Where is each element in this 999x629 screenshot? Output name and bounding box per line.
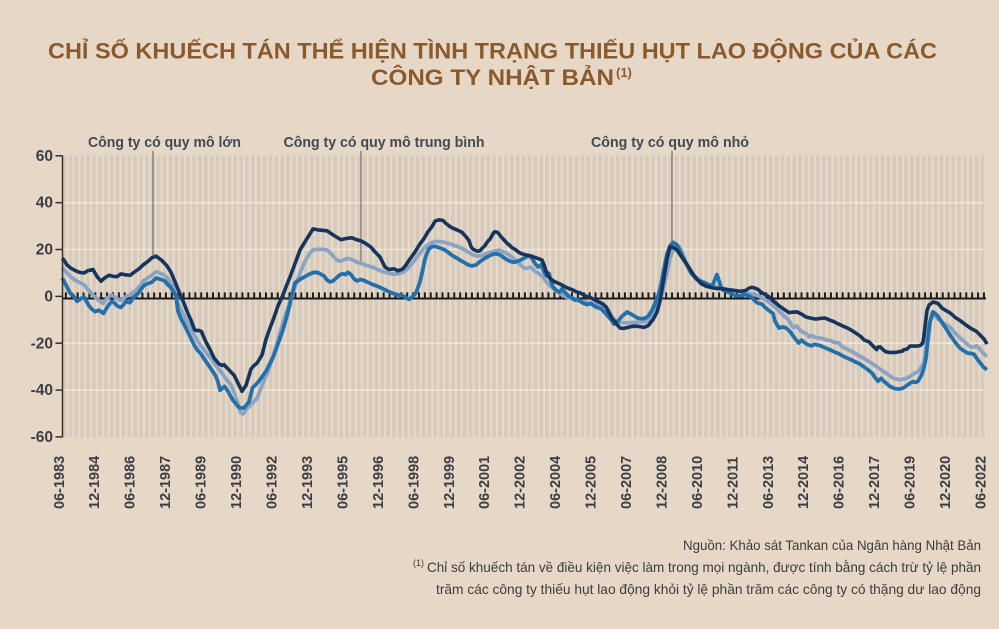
svg-text:40: 40 bbox=[36, 195, 53, 212]
svg-text:06-1989: 06-1989 bbox=[194, 456, 210, 509]
svg-text:12-2011: 12-2011 bbox=[725, 457, 741, 509]
svg-text:12-2020: 12-2020 bbox=[938, 456, 954, 509]
svg-text:06-2010: 06-2010 bbox=[690, 456, 706, 509]
svg-text:-20: -20 bbox=[31, 335, 53, 352]
svg-text:06-2007: 06-2007 bbox=[619, 456, 635, 509]
svg-text:06-2016: 06-2016 bbox=[832, 456, 848, 509]
svg-text:0: 0 bbox=[44, 288, 53, 305]
svg-text:Công ty có quy mô trung bình: Công ty có quy mô trung bình bbox=[284, 134, 485, 151]
svg-text:-60: -60 bbox=[31, 429, 53, 446]
svg-text:Công ty có quy mô nhỏ: Công ty có quy mô nhỏ bbox=[591, 134, 749, 151]
svg-text:60: 60 bbox=[36, 148, 53, 165]
svg-text:12-1999: 12-1999 bbox=[442, 456, 458, 509]
svg-text:12-1990: 12-1990 bbox=[229, 456, 245, 509]
svg-text:12-2002: 12-2002 bbox=[513, 456, 529, 509]
svg-text:-40: -40 bbox=[31, 382, 53, 399]
svg-text:Công ty có quy mô lớn: Công ty có quy mô lớn bbox=[88, 134, 241, 151]
svg-text:20: 20 bbox=[36, 242, 53, 259]
svg-text:12-2017: 12-2017 bbox=[867, 456, 883, 509]
svg-text:CHỈ SỐ KHUẾCH TÁN THỂ HIỆN TÌN: CHỈ SỐ KHUẾCH TÁN THỂ HIỆN TÌNH TRẠNG TH… bbox=[48, 38, 937, 64]
svg-text:(1): (1) bbox=[616, 65, 632, 80]
svg-text:12-2014: 12-2014 bbox=[796, 456, 812, 509]
svg-text:CÔNG TY NHẬT BẢN: CÔNG TY NHẬT BẢN bbox=[371, 65, 614, 90]
svg-text:06-1986: 06-1986 bbox=[123, 456, 139, 509]
svg-text:06-2022: 06-2022 bbox=[974, 456, 990, 509]
svg-text:06-2001: 06-2001 bbox=[477, 456, 493, 509]
svg-text:12-1996: 12-1996 bbox=[371, 456, 387, 509]
svg-text:06-2004: 06-2004 bbox=[548, 456, 564, 509]
svg-text:12-2005: 12-2005 bbox=[584, 456, 600, 509]
svg-text:Chỉ số khuếch tán về điều kiện: Chỉ số khuếch tán về điều kiện việc làm … bbox=[427, 559, 981, 575]
svg-text:(1): (1) bbox=[413, 558, 424, 568]
svg-text:12-1993: 12-1993 bbox=[300, 456, 316, 509]
svg-text:trăm các công ty thiếu hụt lao: trăm các công ty thiếu hụt lao động khỏi… bbox=[436, 582, 981, 597]
svg-text:06-1983: 06-1983 bbox=[52, 456, 68, 509]
svg-text:06-1992: 06-1992 bbox=[265, 456, 281, 509]
svg-text:06-2013: 06-2013 bbox=[761, 456, 777, 509]
svg-text:12-1984: 12-1984 bbox=[87, 456, 103, 509]
svg-text:06-2019: 06-2019 bbox=[903, 456, 919, 509]
svg-text:12-1987: 12-1987 bbox=[158, 456, 174, 509]
svg-text:Nguồn: Khảo sát Tankan của Ngâ: Nguồn: Khảo sát Tankan của Ngân hàng Nhậ… bbox=[683, 538, 981, 553]
svg-text:06-1998: 06-1998 bbox=[406, 456, 422, 509]
svg-text:12-2008: 12-2008 bbox=[655, 456, 671, 509]
svg-text:06-1995: 06-1995 bbox=[335, 456, 351, 509]
